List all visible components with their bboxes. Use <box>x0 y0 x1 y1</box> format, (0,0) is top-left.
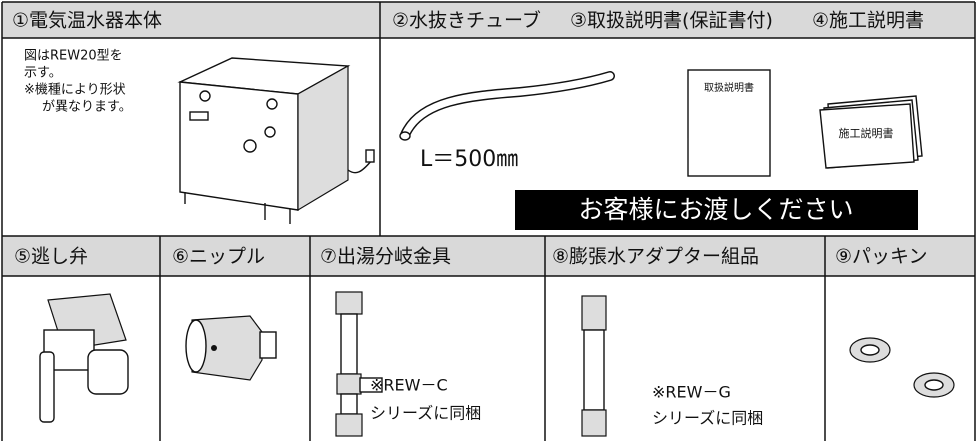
note-text: 図はREW20型を <box>24 49 123 64</box>
nipple-illustration <box>185 315 277 381</box>
tube-illustration <box>399 71 615 141</box>
header-text: ⑦出湯分岐金具 <box>320 246 451 268</box>
header-bg <box>2 2 975 38</box>
note-text: ※機種により形状 <box>24 82 126 98</box>
washer-illustration <box>849 337 955 398</box>
header-text: ⑨パッキン <box>835 246 927 268</box>
header-text: ③取扱説明書(保証書付) <box>570 10 773 32</box>
heater-illustration <box>177 57 375 224</box>
header-text: ④施工説明書 <box>812 10 924 32</box>
header-text: ⑧膨張水アダプター組品 <box>552 246 759 268</box>
note-text: ※REW－G <box>652 383 731 402</box>
manual-illustration <box>687 69 771 177</box>
note-text: シリーズに同梱 <box>652 409 763 428</box>
note-text: ※REW－C <box>370 376 448 395</box>
valve-illustration <box>39 293 129 423</box>
note-text: が異なります。 <box>42 100 132 115</box>
banner-text: お客様にお渡しください <box>578 195 853 224</box>
tube-length: L＝500㎜ <box>420 147 518 172</box>
note-text: シリーズに同梱 <box>370 404 481 423</box>
header-text: ①電気温水器本体 <box>12 10 162 32</box>
note-text: 示す。 <box>24 66 62 81</box>
header-text: ⑤逃し弁 <box>14 246 88 268</box>
header-bg <box>2 236 975 276</box>
header-text: ⑥ニップル <box>172 246 265 268</box>
adapter-illustration <box>581 295 607 437</box>
branch-illustration <box>335 291 383 437</box>
install-illustration <box>819 95 923 169</box>
banner-bg <box>515 190 918 230</box>
header-text: ②水抜きチューブ <box>392 9 541 32</box>
install-label: 施工説明書 <box>839 126 894 140</box>
manual-label: 取扱説明書 <box>704 81 754 94</box>
